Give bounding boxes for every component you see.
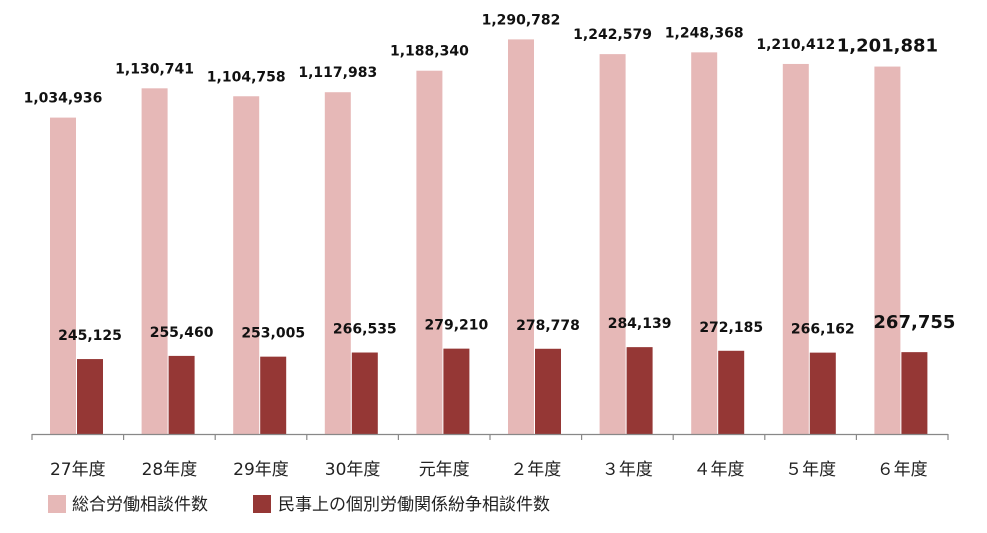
x-tick-label-1: 28年度 — [142, 460, 198, 480]
bar-series1-8 — [782, 63, 809, 435]
x-axis: 27年度 28年度 29年度 30年度 元年度 ２年度 ３年度 ４年度 ５年度 ６年度 — [31, 433, 949, 480]
data-label-series1-8: 1,210,412 — [756, 37, 835, 53]
bar-series2-7 — [718, 350, 745, 434]
legend-label-series2: 民事上の個別労働関係紛争相談件数 — [278, 495, 550, 515]
bar-series2-9 — [901, 352, 928, 434]
x-tick-label-5: ２年度 — [510, 460, 561, 480]
bars-layer — [50, 39, 928, 435]
data-label-series1-7: 1,248,368 — [665, 25, 744, 41]
data-label-series2-4: 279,210 — [425, 318, 489, 334]
data-label-series2-6: 284,139 — [608, 316, 672, 332]
data-label-series2-3: 266,535 — [333, 322, 397, 338]
bar-series2-2 — [260, 356, 287, 434]
legend-label-series1: 総合労働相談件数 — [72, 495, 208, 515]
data-label-series1-2: 1,104,758 — [207, 69, 286, 85]
data-label-series1-6: 1,242,579 — [573, 27, 652, 43]
x-tick-label-8: ５年度 — [785, 460, 836, 480]
data-label-series1-9: 1,201,881 — [837, 36, 938, 57]
bar-series2-3 — [351, 352, 378, 434]
x-tick-label-9: ６年度 — [877, 460, 928, 480]
data-label-series2-9: 267,755 — [873, 312, 955, 333]
bar-series1-9 — [874, 66, 901, 434]
bar-series2-6 — [626, 347, 653, 434]
bar-series1-1 — [141, 88, 168, 435]
data-label-series1-3: 1,117,983 — [298, 65, 377, 81]
data-label-series2-8: 266,162 — [791, 322, 855, 338]
data-label-series2-1: 255,460 — [150, 325, 214, 341]
bar-series2-4 — [443, 348, 470, 434]
data-label-series1-0: 1,034,936 — [24, 91, 103, 107]
x-tick-label-4: 元年度 — [419, 460, 470, 480]
data-label-series1-1: 1,130,741 — [115, 61, 194, 77]
bar-series1-3 — [324, 92, 351, 435]
data-label-series1-4: 1,188,340 — [390, 44, 469, 60]
data-label-series2-0: 245,125 — [58, 328, 122, 344]
bar-series1-0 — [50, 117, 76, 434]
x-tick-label-2: 29年度 — [233, 460, 289, 480]
bar-series2-0 — [77, 359, 103, 434]
data-label-series1-5: 1,290,782 — [482, 12, 561, 28]
x-tick-label-7: ４年度 — [694, 460, 745, 480]
bar-series1-7 — [691, 52, 718, 434]
data-labels-layer: 1,034,936 245,125 1,130,741 255,460 1,104,75… — [24, 12, 956, 344]
data-label-series2-5: 278,778 — [516, 318, 580, 334]
x-tick-label-6: ３年度 — [602, 460, 653, 480]
bar-series2-1 — [168, 355, 195, 434]
x-tick-label-3: 30年度 — [325, 460, 381, 480]
bar-series1-2 — [233, 96, 260, 434]
data-label-series2-2: 253,005 — [241, 326, 305, 342]
bar-series1-6 — [599, 54, 626, 434]
legend-swatch-series1 — [48, 495, 66, 513]
bar-series2-8 — [809, 352, 836, 434]
x-tick-label-0: 27年度 — [50, 460, 106, 480]
data-label-series2-7: 272,185 — [699, 320, 763, 336]
bar-series1-5 — [508, 39, 534, 435]
legend-swatch-series2 — [253, 495, 271, 513]
bar-series2-5 — [535, 348, 561, 434]
bar-series1-4 — [416, 70, 443, 434]
legend: 総合労働相談件数 民事上の個別労働関係紛争相談件数 — [48, 495, 550, 515]
